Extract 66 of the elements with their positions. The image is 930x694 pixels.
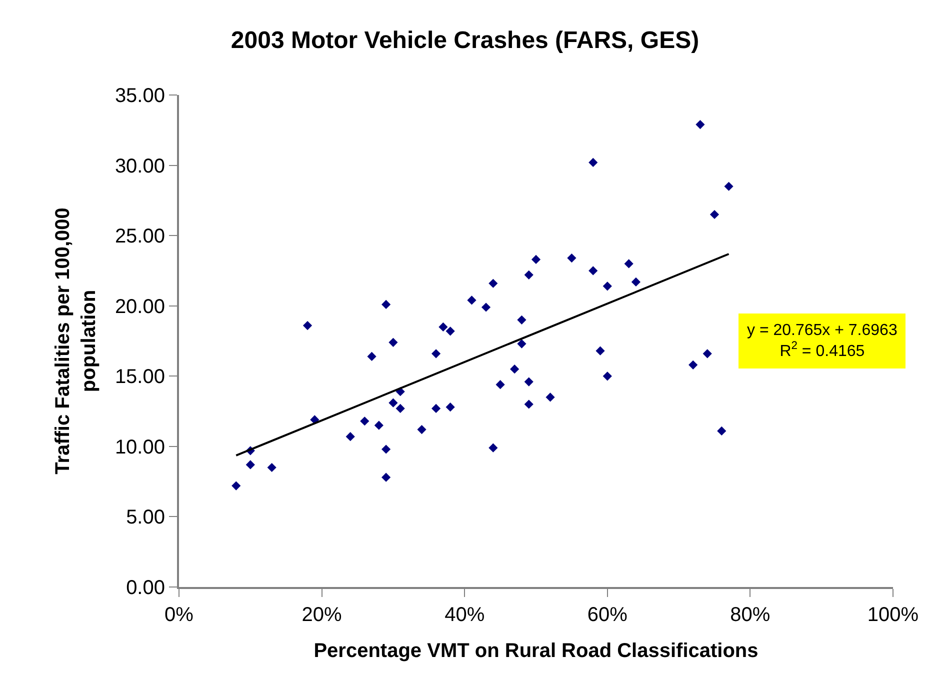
y-tick-label: 25.00 [114, 226, 165, 248]
point [496, 380, 505, 390]
point [710, 210, 720, 220]
y-tick-label: 15.00 [114, 366, 165, 388]
point [517, 339, 526, 348]
point [688, 360, 698, 370]
point [488, 443, 498, 452]
point [382, 472, 391, 482]
point [431, 404, 441, 414]
point [588, 266, 598, 276]
point [388, 338, 398, 347]
point [446, 326, 455, 336]
point [588, 158, 598, 168]
point [510, 364, 520, 374]
point [717, 426, 726, 436]
point [702, 349, 712, 358]
point [302, 320, 312, 330]
point [267, 462, 276, 472]
y-axis-title: Traffic Fatalities per 100,000 population [52, 208, 100, 474]
point [382, 444, 391, 454]
point [596, 346, 605, 356]
point [724, 182, 734, 191]
x-tick-label: 60% [587, 604, 628, 626]
point [531, 254, 541, 264]
point [446, 402, 455, 412]
point [567, 254, 576, 263]
point [246, 460, 255, 470]
point [696, 120, 705, 130]
x-tick-label: 100% [867, 604, 919, 626]
point [624, 259, 634, 268]
point [417, 425, 426, 434]
point [232, 481, 241, 490]
point [367, 352, 376, 362]
point [488, 278, 498, 288]
point [524, 400, 534, 409]
y-tick-label: 5.00 [126, 506, 165, 529]
point [382, 300, 391, 309]
point [524, 377, 534, 386]
point [438, 322, 448, 332]
point [602, 282, 612, 291]
y-tick-label: 30.00 [114, 155, 165, 178]
annotation: y = 20.765x + 7.6963 [747, 322, 898, 339]
point [396, 404, 405, 414]
point [467, 296, 476, 305]
x-tick-label: 80% [730, 604, 770, 626]
y-tick-label: 20.00 [114, 296, 165, 318]
point [481, 302, 491, 312]
point [360, 416, 370, 426]
point [546, 392, 555, 402]
point [431, 349, 441, 358]
point [631, 277, 641, 287]
x-tick-label: 20% [302, 604, 342, 626]
chart-title: 2003 Motor Vehicle Crashes (FARS, GES) [230, 27, 700, 54]
point [374, 420, 384, 430]
annotation: R$^{2}$ = 0.4165 [780, 340, 865, 360]
point [602, 372, 612, 381]
point [388, 398, 398, 408]
y-tick-label: 0.00 [126, 577, 165, 599]
x-tick-label: 0% [164, 604, 194, 626]
y-tick-label: 10.00 [114, 436, 165, 458]
x-tick-label: 40% [444, 604, 485, 626]
y-tick-label: 35.00 [114, 85, 165, 107]
point [517, 315, 526, 324]
x-axis-title: Percentage VMT on Rural Road Classifications [314, 640, 758, 662]
point [524, 270, 534, 280]
point [346, 432, 355, 442]
